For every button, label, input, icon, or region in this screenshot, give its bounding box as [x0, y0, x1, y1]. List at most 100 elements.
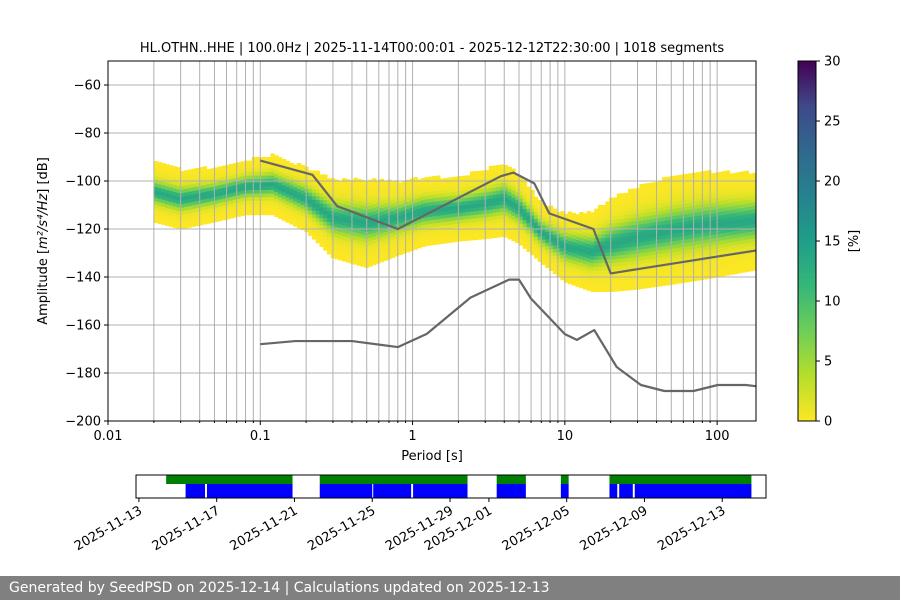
- psd-cell: [518, 187, 524, 192]
- psd-cell: [552, 262, 558, 267]
- psd-cell: [549, 216, 554, 221]
- psd-cell: [334, 233, 339, 238]
- psd-cell: [368, 240, 373, 246]
- psd-cell: [315, 199, 321, 204]
- psd-cell: [477, 210, 482, 215]
- psd-cell: [594, 259, 599, 264]
- psd-cell: [650, 283, 655, 288]
- psd-cell: [402, 235, 407, 240]
- psd-cell: [372, 178, 377, 183]
- psd-cell: [605, 215, 610, 220]
- psd-cell: [740, 192, 746, 198]
- psd-cell: [221, 216, 226, 221]
- psd-cell: [710, 180, 716, 185]
- psd-cell: [300, 164, 305, 169]
- psd-cell: [308, 184, 313, 190]
- psd-cell: [650, 189, 655, 194]
- psd-cell: [421, 185, 426, 190]
- psd-cell: [624, 272, 629, 277]
- psd-cell: [564, 224, 569, 229]
- psd-cell: [424, 220, 430, 225]
- psd-cell: [251, 160, 257, 165]
- psd-cell: [707, 271, 712, 276]
- psd-cell: [270, 175, 275, 180]
- psd-cell: [266, 207, 272, 212]
- psd-cell: [247, 164, 253, 169]
- psd-cell: [398, 240, 403, 245]
- psd-cell: [522, 233, 528, 238]
- psd-cell: [409, 218, 415, 223]
- psd-cell: [266, 200, 272, 205]
- psd-cell: [752, 187, 756, 192]
- psd-cell: [319, 231, 324, 237]
- psd-cell: [221, 208, 226, 214]
- psd-cell: [406, 222, 411, 228]
- psd-cell: [564, 260, 569, 265]
- psd-cell: [485, 220, 490, 225]
- psd-cell: [469, 232, 475, 237]
- psd-cell: [688, 209, 693, 214]
- psd-cell: [443, 221, 448, 226]
- psd-cell: [665, 187, 671, 192]
- psd-cell: [650, 258, 655, 263]
- psd-cell: [199, 192, 204, 197]
- psd-cell: [541, 260, 546, 265]
- psd-cell: [650, 254, 655, 259]
- psd-cell: [458, 230, 464, 235]
- psd-cell: [639, 238, 644, 243]
- psd-cell: [710, 173, 716, 178]
- psd-cell: [375, 255, 381, 261]
- psd-cell: [571, 248, 576, 254]
- psd-cell: [424, 198, 430, 203]
- psd-cell: [549, 223, 554, 228]
- psd-cell: [326, 214, 332, 219]
- psd-cell: [398, 189, 403, 194]
- psd-cell: [311, 184, 317, 190]
- psd-cell: [707, 235, 712, 240]
- psd-cell: [168, 208, 174, 213]
- psd-cell: [590, 277, 595, 282]
- psd-cell: [665, 176, 671, 181]
- psd-cell: [590, 244, 595, 249]
- psd-cell: [718, 182, 723, 187]
- psd-cell: [353, 220, 358, 226]
- psd-cell: [274, 158, 279, 164]
- psd-cell: [481, 202, 486, 207]
- psd-cell: [462, 226, 467, 231]
- psd-cell: [612, 262, 618, 267]
- psd-cell: [225, 208, 230, 213]
- psd-cell: [274, 180, 279, 185]
- psd-cell: [236, 173, 241, 178]
- used-data-segment: [206, 484, 293, 498]
- psd-cell: [469, 207, 475, 212]
- psd-cell: [338, 231, 343, 236]
- psd-cell: [375, 230, 381, 235]
- psd-cell: [537, 239, 543, 244]
- psd-cell: [496, 186, 501, 191]
- psd-cell: [609, 212, 614, 217]
- psd-cell: [300, 186, 305, 191]
- psd-cell: [590, 233, 595, 238]
- psd-cell: [552, 219, 558, 224]
- psd-cell: [729, 187, 735, 192]
- psd-cell: [406, 248, 411, 253]
- psd-cell: [692, 208, 697, 213]
- psd-cell: [658, 253, 663, 258]
- psd-cell: [688, 241, 693, 246]
- y-axis-label: Amplitude [m²/s⁴/Hz] [dB]: [36, 157, 51, 325]
- psd-cell: [202, 169, 208, 175]
- psd-cell: [398, 214, 403, 220]
- psd-cell: [522, 197, 528, 202]
- psd-cell: [699, 171, 704, 176]
- psd-cell: [496, 226, 501, 231]
- psd-cell: [590, 266, 595, 271]
- psd-cell: [609, 251, 614, 256]
- psd-cell: [293, 207, 298, 213]
- psd-cell: [500, 200, 505, 205]
- psd-cell: [722, 171, 727, 176]
- psd-cell: [315, 188, 321, 193]
- psd-cell: [661, 188, 667, 193]
- psd-cell: [436, 204, 441, 209]
- psd-cell: [643, 223, 648, 228]
- psd-cell: [729, 270, 735, 275]
